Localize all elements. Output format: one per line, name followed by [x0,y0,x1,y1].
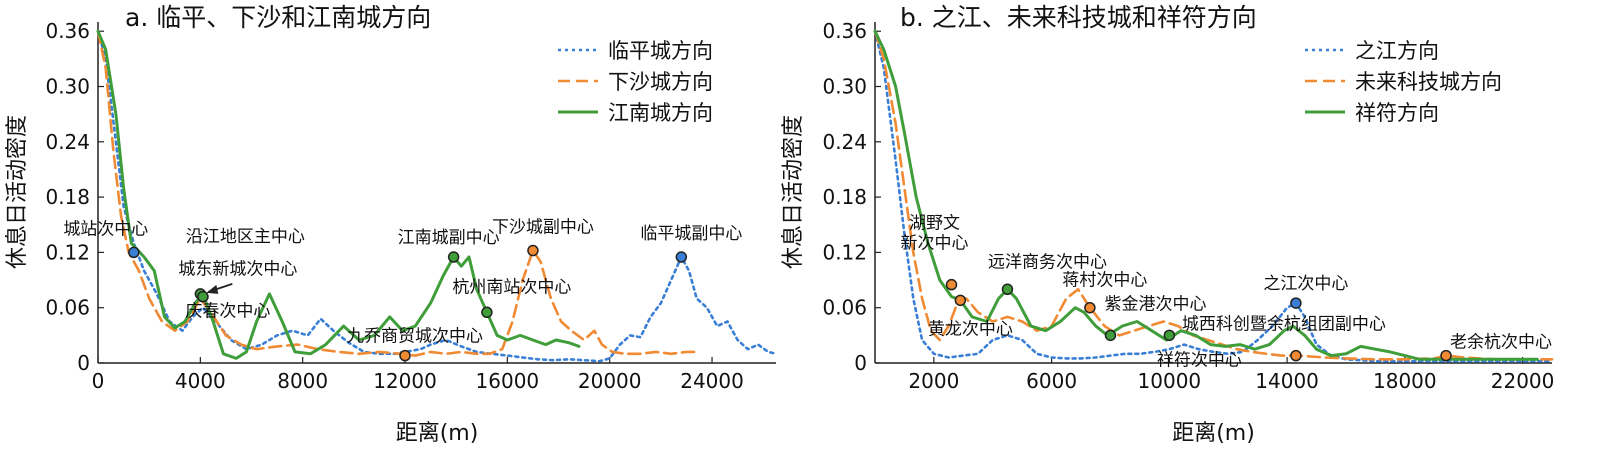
center-marker [197,290,209,303]
legend-label: 临平城方向 [608,39,713,63]
x-tick-label: 8000 [277,369,328,393]
y-tick-label: 0.12 [822,240,867,264]
chart-title: a. 临平、下沙和江南城方向 [125,3,431,32]
x-tick-label: 16000 [476,369,540,393]
y-tick-label: 0.12 [45,240,90,264]
annotation-label: 老余杭次中心 [1450,333,1552,353]
annotation-label: 沿江地区主中心 [186,227,305,247]
y-tick-label: 0.24 [822,130,867,154]
annotation-label: 九乔商贸城次中心 [347,327,483,347]
center-marker [447,251,460,263]
y-tick-label: 0 [77,351,90,375]
center-marker [481,306,493,319]
center-marker [527,244,539,257]
center-marker [1084,301,1096,314]
y-tick-label: 0.30 [45,75,90,99]
center-marker [945,278,958,291]
series-line-0 [96,29,778,363]
annotation-label: 紫金港次中心 [1104,294,1206,314]
x-tick-label: 20000 [578,369,642,393]
y-tick-label: 0 [854,351,867,375]
x-tick-label: 18000 [1373,369,1437,393]
annotation-label: 城东新城次中心 [178,260,297,280]
center-marker [1163,329,1176,342]
y-axis-label: 休息日活动密度 [781,115,806,269]
y-tick-label: 0.36 [45,19,90,43]
annotation-label: 庆春次中心 [185,302,270,322]
series-line-2 [96,29,581,360]
legend-label: 江南城方向 [608,101,713,125]
x-tick-label: 4000 [175,369,226,393]
y-axis-label: 休息日活动密度 [5,115,30,269]
y-tick-label: 0.06 [45,296,90,320]
x-axis-label: 距离(m) [396,421,479,446]
annotation-label: 祥符次中心 [1157,350,1242,370]
annotation-label: 城西科创暨余杭组团副中心 [1182,315,1386,335]
annotation-label: 远洋商务次中心 [988,252,1107,272]
x-tick-label: 12000 [373,369,437,393]
y-tick-label: 0.18 [45,185,90,209]
y-tick-label: 0.06 [822,296,867,320]
annotation-label: 城站次中心 [63,219,148,239]
series-line-1 [873,29,1554,361]
y-tick-label: 0.30 [822,75,867,99]
x-tick-label: 2000 [908,369,959,393]
legend-label: 祥符方向 [1355,101,1439,125]
chart-title: b. 之江、未来科技城和祥符方向 [900,3,1257,32]
chart-panel-a: 0 0.06 0.12 0.18 0.24 0.30 0.36 0 4000 8000 12000 1… [5,3,778,446]
annotation-arrowhead [206,284,219,294]
center-marker [128,246,140,259]
y-tick-label: 0.36 [822,19,867,43]
annotation-label: 新次中心 [901,234,969,254]
annotation-label: 湖野文 [909,214,960,234]
annotation-label: 黄龙次中心 [928,319,1013,339]
y-tick-label: 0.18 [822,185,867,209]
annotation-label: 临平城副中心 [640,224,742,244]
x-axis-label: 距离(m) [1172,421,1255,446]
annotation-label: 杭州南站次中心 [452,277,571,297]
annotation-label: 蒋村次中心 [1062,271,1147,291]
center-marker [954,294,967,307]
legend-label: 未来科技城方向 [1355,70,1502,94]
chart-panel-b: 0 0.06 0.12 0.18 0.24 0.30 0.36 2000 6000 10000 14… [781,3,1554,446]
center-marker [1001,283,1014,296]
x-tick-label: 0 [92,369,105,393]
x-tick-label: 6000 [1026,369,1077,393]
center-marker [399,349,411,362]
center-marker [1290,297,1302,309]
annotation-label: 下沙城副中心 [492,218,594,238]
legend-label: 之江方向 [1355,39,1439,63]
series-line-1 [96,29,701,357]
center-marker [675,251,688,263]
y-tick-label: 0.24 [45,130,90,154]
annotation-label: 之江次中心 [1263,274,1348,294]
legend-label: 下沙城方向 [608,70,713,94]
center-marker [1440,349,1452,362]
x-tick-label: 22000 [1491,369,1555,393]
annotation-label: 江南城副中心 [398,228,500,248]
x-tick-label: 24000 [680,369,744,393]
x-tick-label: 10000 [1138,369,1202,393]
center-marker [1290,349,1302,362]
center-marker [1104,329,1117,342]
x-tick-label: 14000 [1255,369,1319,393]
